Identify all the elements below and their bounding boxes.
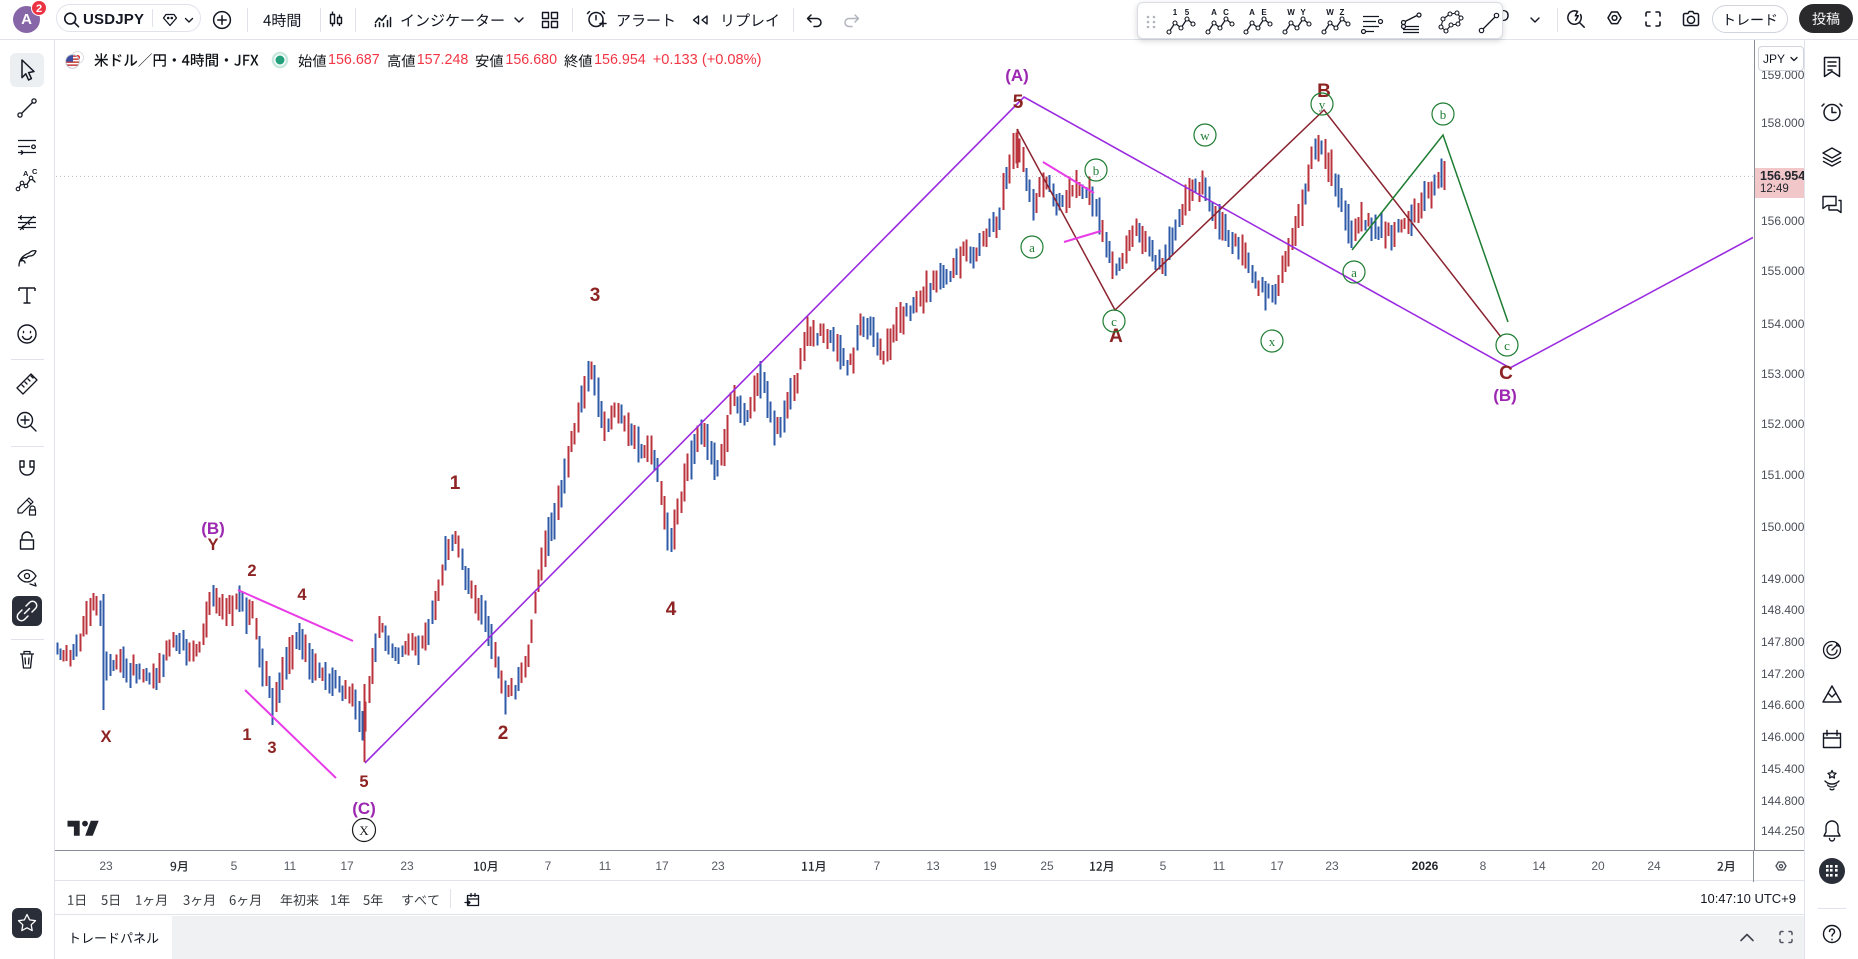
svg-text:c: c <box>1504 338 1510 353</box>
svg-text:2: 2 <box>247 562 256 580</box>
svg-text:A: A <box>23 169 29 178</box>
svg-text:C: C <box>32 167 38 176</box>
svg-text:(C): (C) <box>352 799 376 818</box>
svg-text:(B): (B) <box>201 519 225 538</box>
svg-text:(B): (B) <box>1493 386 1517 405</box>
svg-text:Y: Y <box>207 536 218 554</box>
svg-text:(A): (A) <box>1005 66 1029 85</box>
svg-text:A: A <box>1211 8 1217 17</box>
svg-text:5: 5 <box>359 773 368 791</box>
svg-text:5: 5 <box>1013 92 1024 113</box>
svg-text:4: 4 <box>666 599 677 620</box>
svg-text:Y: Y <box>1300 8 1306 17</box>
svg-text:3: 3 <box>267 739 276 757</box>
svg-text:X: X <box>100 728 111 746</box>
svg-text:W: W <box>1326 8 1334 17</box>
svg-text:1: 1 <box>1173 8 1178 17</box>
svg-text:A: A <box>1249 8 1255 17</box>
svg-text:y: y <box>1319 97 1326 112</box>
svg-text:C: C <box>1223 8 1229 17</box>
svg-text:E: E <box>1261 8 1267 17</box>
svg-text:4: 4 <box>297 586 307 604</box>
svg-text:b: b <box>1440 107 1447 122</box>
svg-text:X: X <box>359 823 369 838</box>
svg-text:3: 3 <box>590 285 601 306</box>
svg-text:B: B <box>1317 81 1331 102</box>
svg-text:x: x <box>1269 334 1276 349</box>
svg-text:1: 1 <box>242 726 251 744</box>
svg-text:5: 5 <box>1185 8 1190 17</box>
svg-text:2: 2 <box>498 723 509 744</box>
svg-text:Z: Z <box>1340 8 1345 17</box>
svg-text:c: c <box>1111 314 1117 329</box>
svg-text:a: a <box>1351 265 1357 280</box>
svg-text:b: b <box>1093 163 1100 178</box>
svg-text:A: A <box>1109 326 1123 347</box>
svg-text:W: W <box>1287 8 1295 17</box>
svg-text:w: w <box>1200 128 1210 143</box>
svg-text:a: a <box>1029 240 1035 255</box>
svg-text:C: C <box>1499 363 1513 384</box>
svg-text:1: 1 <box>450 473 461 494</box>
